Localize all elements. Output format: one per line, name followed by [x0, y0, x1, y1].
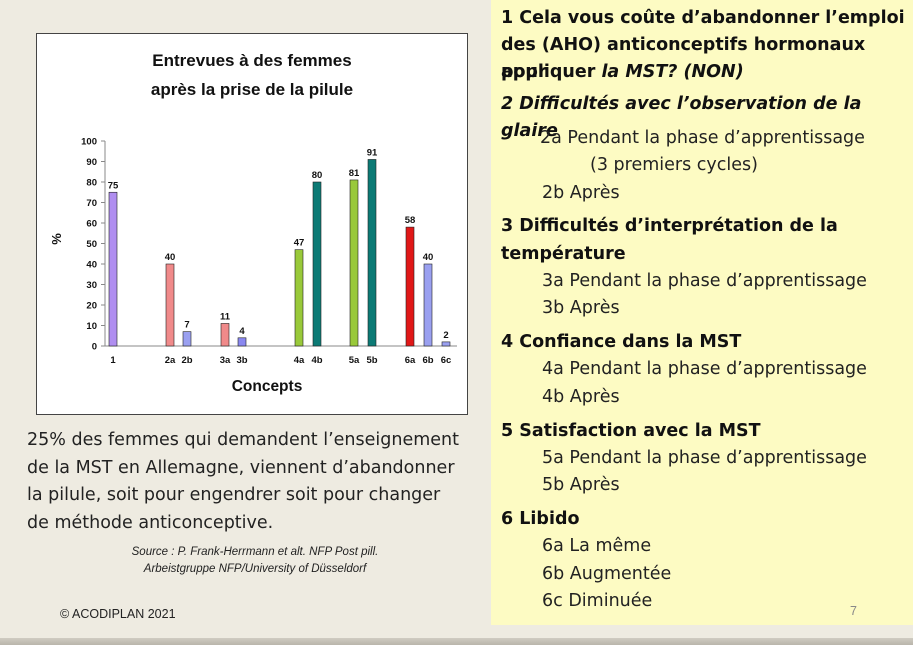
data-label-6b: 40	[423, 252, 434, 263]
concept-1-line-2: des (AHO) anticonceptifs hormonaux pour	[501, 35, 866, 82]
slide-shadow	[0, 638, 913, 645]
data-label-4a: 47	[294, 238, 305, 249]
concept-5a: 5a Pendant la phase d’apprentissage	[542, 448, 867, 468]
concept-6a: 6a La même	[542, 536, 652, 556]
x-tick-label-2b: 2b	[181, 355, 192, 366]
concept-1-line-3a: appliquer	[501, 62, 602, 82]
bar-6b	[423, 263, 433, 347]
chart-frame: Entrevues à des femmes après la prise de…	[36, 33, 468, 415]
bar-2b	[182, 331, 192, 347]
data-label-5a: 81	[349, 168, 360, 179]
y-tick-label: 90	[86, 157, 97, 168]
data-label-3b: 4	[239, 326, 245, 337]
concept-6: 6 Libido	[501, 509, 580, 529]
bar-1	[108, 191, 118, 347]
bar-5b	[367, 159, 377, 347]
concepts-panel: 1 Cela vous coûte d’abandonner l’emploi …	[491, 0, 913, 625]
concept-4a: 4a Pendant la phase d’apprentissage	[542, 359, 867, 379]
copyright: © ACODIPLAN 2021	[60, 607, 176, 621]
x-tick-label-4a: 4a	[294, 355, 305, 366]
data-label-3a: 11	[220, 311, 231, 322]
x-tick-label-5a: 5a	[349, 355, 360, 366]
concept-3a: 3a Pendant la phase d’apprentissage	[542, 271, 867, 291]
y-tick-label: 30	[86, 280, 97, 291]
chart-title: Entrevues à des femmes	[152, 51, 352, 70]
y-tick-label: 50	[86, 239, 97, 250]
concept-3-line-1: 3 Difficultés d’interprétation de la	[501, 216, 838, 236]
x-tick-label-4b: 4b	[311, 355, 322, 366]
data-label-6a: 58	[405, 215, 416, 226]
y-tick-label: 60	[86, 219, 97, 230]
x-tick-label-6c: 6c	[441, 355, 452, 366]
concept-6b: 6b Augmentée	[542, 564, 672, 584]
summary-text: 25% des femmes qui demandent l’enseignem…	[27, 430, 459, 533]
concept-1-line-1: 1 Cela vous coûte d’abandonner l’emploi	[501, 8, 905, 28]
bar-4a	[294, 249, 304, 347]
x-tick-label-5b: 5b	[366, 355, 377, 366]
concept-2b: 2b Après	[542, 183, 620, 203]
page-number: 7	[850, 604, 857, 618]
concept-3b: 3b Après	[542, 298, 620, 318]
concept-2a-line-2: (3 premiers cycles)	[590, 155, 758, 175]
bar-6c	[441, 341, 451, 347]
data-label-2a: 40	[165, 252, 176, 263]
concept-1-line-3b: la MST? (NON)	[601, 62, 744, 82]
x-tick-label-3b: 3b	[236, 355, 247, 366]
concept-5b: 5b Après	[542, 475, 620, 495]
concept-2: 2 Difficultés avec l’observation de la g…	[501, 94, 862, 141]
y-tick-label: 80	[86, 178, 97, 189]
concept-5: 5 Satisfaction avec la MST	[501, 421, 761, 441]
concept-2a-line-1: 2a Pendant la phase d’apprentissage	[540, 128, 865, 148]
data-label-1: 75	[108, 180, 119, 191]
chart-subtitle: après la prise de la pilule	[150, 80, 354, 99]
data-label-4b: 80	[312, 170, 323, 181]
bar-4b	[312, 181, 322, 347]
x-tick-label-6b: 6b	[422, 355, 433, 366]
bar-2a	[165, 263, 175, 347]
x-tick-label-3a: 3a	[220, 355, 231, 366]
x-tick-label-1: 1	[110, 355, 116, 366]
concept-3-line-2: température	[501, 244, 626, 264]
bar-3a	[220, 323, 230, 347]
source-citation: Source : P. Frank-Herrmann et alt. NFP P…	[60, 544, 450, 578]
y-axis-label: %	[49, 233, 64, 245]
bar-chart: % Concepts 0 10 20 30 40 50 60 70 80 90 100 75 1 40 2…	[49, 137, 457, 395]
y-tick-label: 70	[86, 198, 97, 209]
source-line-2: Arbeistgruppe NFP/University of Düsseldo…	[143, 563, 367, 575]
x-tick-label-2a: 2a	[165, 355, 176, 366]
concept-4: 4 Confiance dans la MST	[501, 332, 742, 352]
source-line-1: Source : P. Frank-Herrmann et alt. NFP P…	[131, 546, 379, 558]
y-tick-label: 10	[86, 321, 97, 332]
y-tick-label: 100	[81, 137, 97, 148]
y-tick-label: 0	[92, 342, 97, 353]
bar-6a	[405, 226, 415, 347]
y-tick-label: 20	[86, 301, 97, 312]
concept-6c: 6c Diminuée	[542, 591, 653, 611]
bar-3b	[237, 337, 247, 347]
bar-5a	[349, 179, 359, 347]
x-axis-label: Concepts	[232, 378, 303, 395]
x-tick-label-6a: 6a	[405, 355, 416, 366]
concept-1-line-3: appliquer la MST? (NON)	[501, 59, 911, 86]
concept-4b: 4b Après	[542, 387, 620, 407]
data-label-6c: 2	[443, 330, 448, 341]
data-label-2b: 7	[184, 320, 189, 331]
data-label-5b: 91	[367, 147, 378, 158]
y-tick-label: 40	[86, 260, 97, 271]
